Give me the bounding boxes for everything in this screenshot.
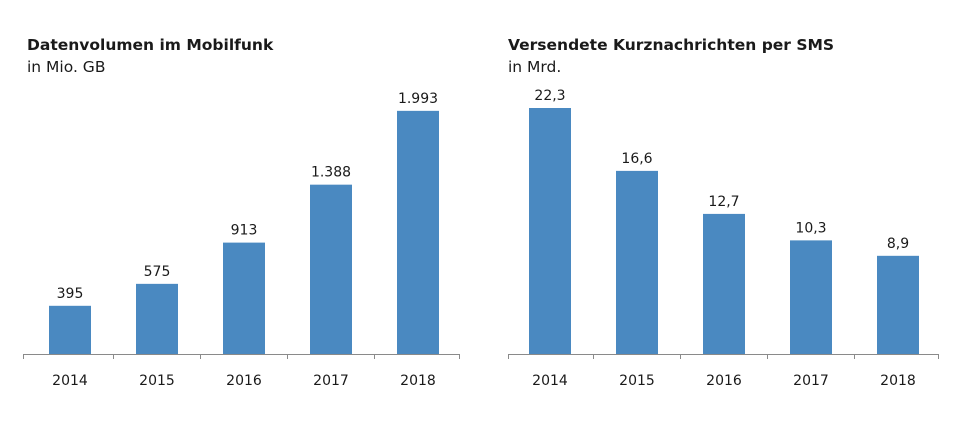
x-tick-label-2017: 2017: [793, 373, 829, 389]
chart-title: Datenvolumen im Mobilfunk: [27, 36, 274, 54]
bar-2014: [529, 108, 571, 354]
bar-2017: [790, 240, 832, 354]
x-tick-label-2017: 2017: [313, 373, 349, 389]
bar-2015: [136, 283, 178, 354]
x-tick-label-2014: 2014: [532, 373, 568, 389]
chart-title: Versendete Kurznachrichten per SMS: [508, 36, 835, 54]
chart-panel-data-volume: 395 2014 575 2015 913 2016 1.388 2017 1.993 2018 …: [23, 36, 460, 389]
chart-subtitle: in Mio. GB: [27, 58, 106, 76]
x-tick-label-2014: 2014: [52, 373, 88, 389]
x-tick-label-2018: 2018: [400, 373, 436, 389]
bar-2016: [223, 242, 265, 354]
x-tick-label-2018: 2018: [880, 373, 916, 389]
value-label-2018: 1.993: [398, 91, 438, 107]
bar-2017: [310, 184, 352, 354]
value-label-2014: 22,3: [534, 88, 565, 104]
value-label-2015: 575: [144, 264, 171, 280]
chart-subtitle: in Mrd.: [508, 58, 562, 76]
value-label-2017: 1.388: [311, 165, 351, 181]
chart-panel-sms: 22,3 2014 16,6 2015 12,7 2016 10,3 2017 8,9 2018 …: [479, 0, 958, 428]
x-tick-label-2015: 2015: [139, 373, 175, 389]
x-tick-label-2016: 2016: [226, 373, 262, 389]
value-label-2017: 10,3: [795, 220, 826, 236]
value-label-2016: 12,7: [708, 194, 739, 210]
data-volume-bar-chart: 395 2014 575 2015 913 2016 1.388 2017 1.993 2018: [23, 91, 460, 389]
bar-2018: [397, 110, 439, 354]
bar-2018: [877, 255, 919, 354]
bar-2016: [703, 213, 745, 354]
sms-bar-chart: 22,3 2014 16,6 2015 12,7 2016 10,3 2017 8,9 2018: [508, 88, 939, 389]
value-label-2015: 16,6: [621, 151, 652, 167]
x-tick-label-2015: 2015: [619, 373, 655, 389]
bar-2014: [49, 305, 91, 354]
bar-2015: [616, 170, 658, 354]
value-label-2016: 913: [231, 223, 258, 239]
value-label-2018: 8,9: [887, 236, 909, 252]
x-tick-label-2016: 2016: [706, 373, 742, 389]
value-label-2014: 395: [57, 286, 84, 302]
